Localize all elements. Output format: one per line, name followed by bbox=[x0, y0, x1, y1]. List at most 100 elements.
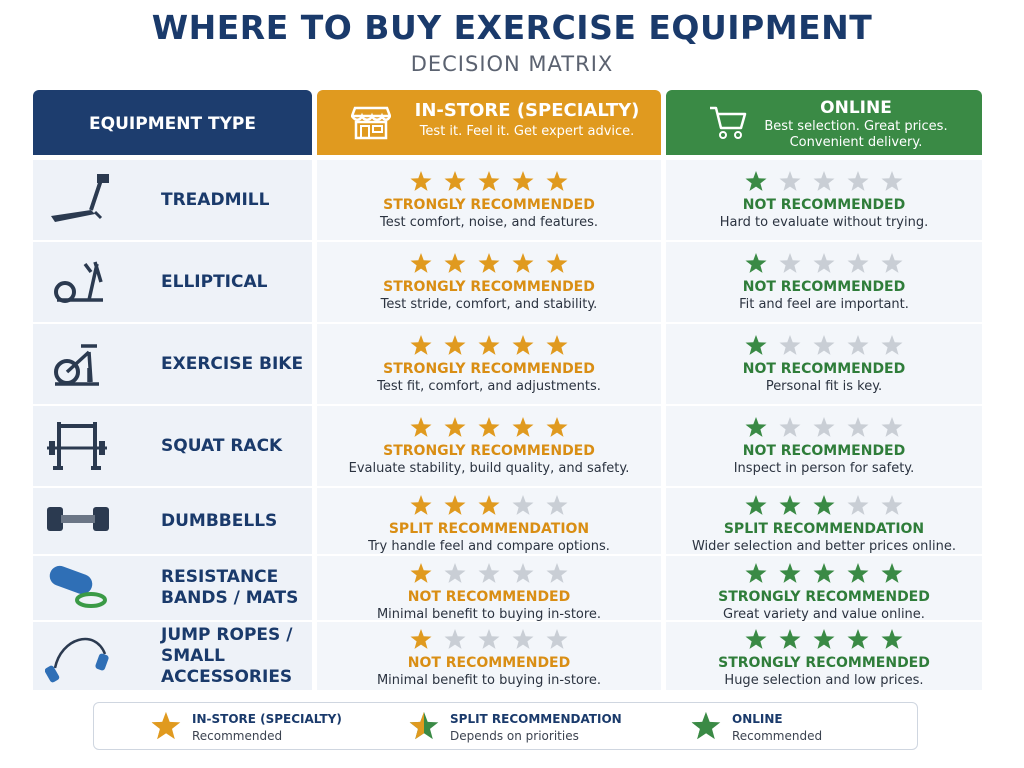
note: Wider selection and better prices online… bbox=[691, 539, 957, 554]
star bbox=[779, 335, 801, 355]
in_store-cell: NOT RECOMMENDED Minimal benefit to buying… bbox=[317, 622, 661, 690]
star bbox=[512, 253, 534, 273]
star-rating bbox=[745, 335, 903, 355]
verdict: NOT RECOMMENDED bbox=[742, 361, 906, 377]
subtitle: DECISION MATRIX bbox=[410, 52, 614, 76]
note: Test fit, comfort, and adjustments. bbox=[377, 379, 601, 394]
verdict: NOT RECOMMENDED bbox=[407, 589, 571, 605]
legend-subtitle: Recommended bbox=[732, 729, 823, 743]
star bbox=[512, 417, 534, 437]
header-equipment: EQUIPMENT TYPE bbox=[33, 90, 312, 155]
title: WHERE TO BUY EXERCISE EQUIPMENT bbox=[151, 8, 873, 47]
star bbox=[546, 335, 568, 355]
star bbox=[881, 563, 903, 583]
online-cell: NOT RECOMMENDED Personal fit is key. bbox=[666, 324, 982, 404]
note: Test comfort, noise, and features. bbox=[379, 215, 598, 230]
note: Evaluate stability, build quality, and s… bbox=[348, 461, 630, 476]
star bbox=[881, 171, 903, 191]
equipment-name: TREADMILL bbox=[161, 189, 270, 210]
star bbox=[512, 335, 534, 355]
star bbox=[745, 495, 767, 515]
icon-shape bbox=[53, 637, 107, 669]
star bbox=[151, 712, 166, 740]
star-rating bbox=[410, 171, 568, 191]
star bbox=[444, 171, 466, 191]
note: Personal fit is key. bbox=[765, 379, 883, 394]
star bbox=[745, 417, 767, 437]
column-title: EQUIPMENT TYPE bbox=[89, 114, 256, 134]
star bbox=[813, 253, 835, 273]
icon-shape bbox=[75, 592, 107, 608]
note: Try handle feel and compare options. bbox=[368, 539, 610, 554]
star bbox=[478, 629, 500, 649]
star bbox=[813, 629, 835, 649]
legend-title: IN-STORE (SPECIALTY) bbox=[192, 712, 342, 726]
equipment-icon bbox=[47, 507, 109, 531]
equipment-cell: SQUAT RACK bbox=[33, 406, 312, 486]
star-rating bbox=[745, 417, 903, 437]
star bbox=[410, 629, 432, 649]
online-cell: NOT RECOMMENDED Fit and feel are importan… bbox=[666, 242, 982, 322]
star bbox=[847, 563, 869, 583]
star bbox=[478, 495, 500, 515]
verdict: NOT RECOMMENDED bbox=[407, 655, 571, 671]
equipment-cell: ELLIPTICAL bbox=[33, 242, 312, 322]
in_store-cell: STRONGLY RECOMMENDED Test comfort, noise,… bbox=[317, 160, 661, 240]
star-rating bbox=[410, 629, 568, 649]
verdict: STRONGLY RECOMMENDED bbox=[383, 197, 595, 213]
note: Minimal benefit to buying in-store. bbox=[376, 673, 602, 688]
cart-icon bbox=[710, 106, 747, 139]
star bbox=[881, 629, 903, 649]
star bbox=[881, 253, 903, 273]
legend-star bbox=[691, 712, 721, 740]
star bbox=[847, 417, 869, 437]
icon-shape bbox=[61, 515, 95, 523]
star bbox=[444, 253, 466, 273]
equipment-icon bbox=[54, 261, 103, 303]
icon-shape bbox=[53, 422, 101, 470]
star bbox=[546, 171, 568, 191]
star bbox=[478, 417, 500, 437]
equipment-cell: RESISTANCE BANDS / MATS bbox=[33, 556, 312, 620]
note: Minimal benefit to buying in-store. bbox=[376, 607, 602, 622]
star bbox=[881, 417, 903, 437]
star bbox=[847, 495, 869, 515]
star bbox=[847, 629, 869, 649]
icon-shape bbox=[55, 344, 99, 386]
star bbox=[546, 253, 568, 273]
star-rating bbox=[745, 629, 903, 649]
star bbox=[881, 495, 903, 515]
legend bbox=[93, 702, 918, 750]
equipment-name: DUMBBELLS bbox=[161, 510, 278, 531]
star bbox=[745, 335, 767, 355]
star-rating bbox=[410, 417, 568, 437]
legend-subtitle: Depends on priorities bbox=[450, 729, 579, 743]
legend-subtitle: Recommended bbox=[192, 729, 283, 743]
verdict: STRONGLY RECOMMENDED bbox=[718, 589, 930, 605]
legend-title: SPLIT RECOMMENDATION bbox=[450, 712, 622, 726]
star-rating bbox=[410, 495, 568, 515]
star-rating bbox=[745, 495, 903, 515]
equipment-name: SQUAT RACK bbox=[161, 435, 283, 456]
star bbox=[813, 335, 835, 355]
equipment-cell: TREADMILL bbox=[33, 160, 312, 240]
note: Huge selection and low prices. bbox=[724, 673, 924, 688]
star bbox=[410, 495, 432, 515]
verdict: STRONGLY RECOMMENDED bbox=[383, 361, 595, 377]
online-cell: NOT RECOMMENDED Inspect in person for saf… bbox=[666, 406, 982, 486]
star bbox=[546, 629, 568, 649]
icon-shape bbox=[99, 441, 105, 455]
star bbox=[409, 712, 424, 740]
star bbox=[478, 253, 500, 273]
star bbox=[444, 335, 466, 355]
star bbox=[546, 417, 568, 437]
star bbox=[813, 417, 835, 437]
star bbox=[691, 712, 706, 740]
verdict: NOT RECOMMENDED bbox=[742, 197, 906, 213]
star bbox=[478, 563, 500, 583]
star-rating bbox=[745, 563, 903, 583]
star bbox=[546, 495, 568, 515]
star bbox=[444, 495, 466, 515]
verdict: NOT RECOMMENDED bbox=[742, 443, 906, 459]
